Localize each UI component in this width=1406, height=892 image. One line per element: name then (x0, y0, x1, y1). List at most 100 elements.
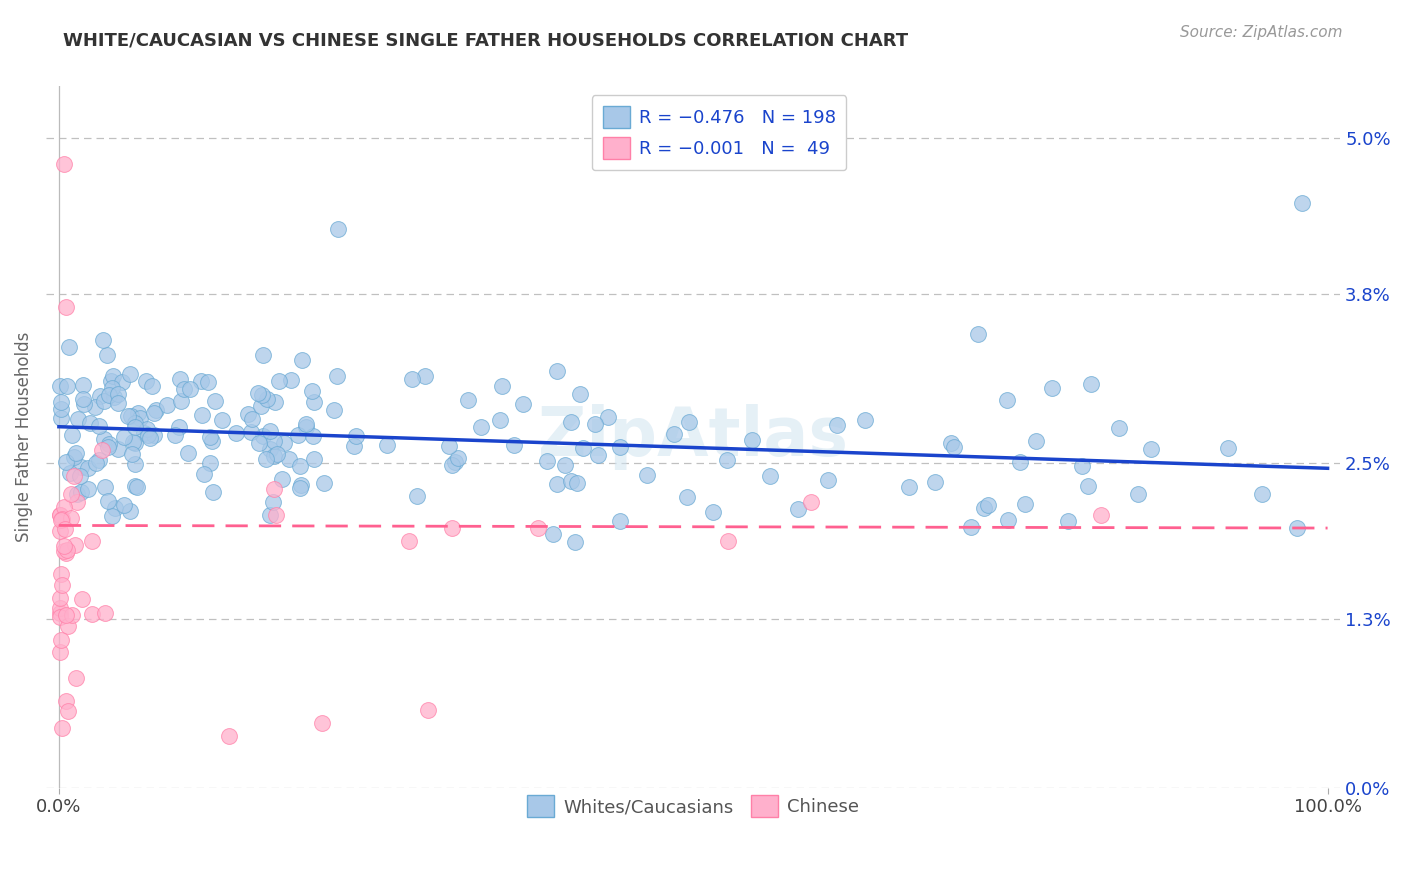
Point (124, 479, 146, 493)
Point (97, 493, 120, 508)
Point (1090, 508, 1112, 522)
Point (204, 394, 226, 409)
Point (1080, 377, 1102, 392)
Point (72, 392, 94, 406)
Point (440, 458, 463, 472)
Point (101, 369, 124, 384)
Point (59, 487, 82, 501)
Point (77, 461, 100, 475)
Point (418, 703, 440, 717)
Point (51, 402, 73, 417)
Point (112, 498, 135, 512)
Point (63, 469, 86, 483)
Point (263, 434, 285, 448)
Point (302, 429, 325, 443)
Point (942, 440, 965, 454)
Point (98, 387, 121, 401)
Point (121, 447, 143, 461)
Point (69, 469, 91, 483)
Point (198, 430, 221, 444)
Point (800, 495, 823, 509)
Point (56, 542, 79, 557)
Point (107, 442, 129, 457)
Point (262, 495, 284, 509)
Point (132, 426, 155, 441)
Point (70, 592, 93, 607)
Point (117, 409, 139, 423)
Point (191, 409, 214, 423)
Point (560, 474, 582, 488)
Point (252, 428, 274, 442)
Point (572, 441, 595, 455)
Point (193, 467, 215, 482)
Legend: Whites/Caucasians, Chinese: Whites/Caucasians, Chinese (520, 788, 866, 824)
Point (127, 480, 149, 494)
Point (1139, 442, 1161, 456)
Point (326, 369, 349, 384)
Point (107, 396, 129, 410)
Point (225, 426, 247, 441)
Point (97, 441, 120, 455)
Point (560, 416, 582, 430)
Point (190, 374, 212, 388)
Point (124, 457, 146, 471)
Point (59, 466, 82, 480)
Point (271, 472, 294, 486)
Point (526, 521, 548, 535)
Point (295, 420, 318, 434)
Point (741, 433, 763, 447)
Point (491, 379, 513, 393)
Point (398, 534, 420, 549)
Point (1025, 434, 1047, 448)
Point (49, 566, 72, 581)
Point (169, 419, 191, 434)
Point (259, 424, 281, 438)
Point (959, 520, 981, 534)
Point (287, 428, 309, 442)
Point (1010, 455, 1032, 469)
Point (239, 425, 262, 440)
Point (128, 410, 150, 425)
Point (49, 645, 72, 659)
Point (141, 379, 163, 393)
Point (966, 327, 988, 342)
Point (273, 436, 295, 450)
Point (437, 439, 460, 453)
Point (447, 450, 470, 465)
Point (401, 371, 423, 385)
Point (897, 480, 920, 494)
Point (263, 395, 285, 409)
Point (1216, 442, 1239, 456)
Point (503, 438, 526, 452)
Point (52, 157, 75, 171)
Point (218, 729, 240, 743)
Point (48, 600, 70, 615)
Point (211, 413, 233, 427)
Point (583, 417, 606, 431)
Point (717, 534, 740, 549)
Point (263, 450, 285, 464)
Point (55, 455, 77, 469)
Point (124, 435, 146, 450)
Point (997, 513, 1019, 527)
Point (256, 392, 278, 406)
Point (1291, 196, 1313, 211)
Point (100, 374, 122, 388)
Point (120, 409, 142, 424)
Point (1108, 421, 1130, 435)
Point (66, 495, 89, 509)
Point (291, 353, 314, 368)
Point (565, 475, 588, 490)
Point (250, 400, 273, 414)
Point (104, 501, 127, 516)
Point (169, 372, 191, 386)
Point (139, 431, 162, 445)
Point (60, 607, 83, 622)
Point (135, 374, 157, 388)
Point (70, 484, 93, 499)
Point (60, 427, 83, 442)
Point (90, 443, 112, 458)
Point (65, 445, 87, 459)
Point (512, 397, 534, 411)
Point (676, 490, 699, 504)
